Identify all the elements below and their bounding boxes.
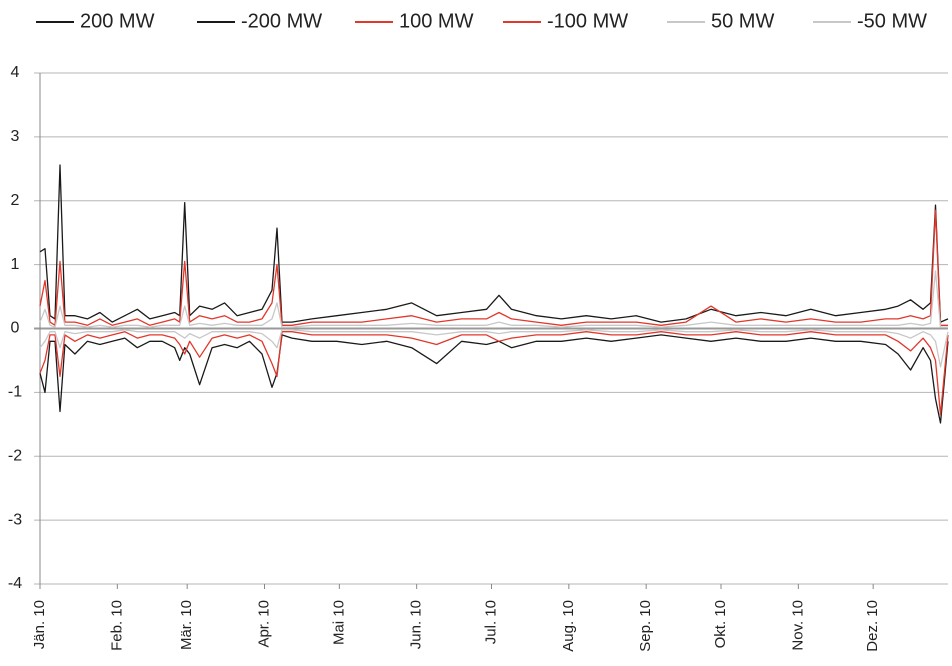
x-tick-label: Feb. 10 bbox=[108, 600, 125, 651]
x-tick-label: Apr. 10 bbox=[255, 600, 272, 648]
y-tick-label: -1 bbox=[8, 384, 22, 401]
legend: 200 MW -200 MW 100 MW -100 MW 50 MW -50 MW bbox=[36, 10, 927, 32]
series-line bbox=[39, 209, 948, 326]
series-line bbox=[39, 329, 949, 368]
series-line bbox=[39, 164, 949, 323]
y-tick-label: -3 bbox=[8, 511, 22, 528]
x-tick-label: Okt. 10 bbox=[712, 600, 729, 648]
y-tick-label: 4 bbox=[11, 64, 20, 81]
y-tick-label: -4 bbox=[8, 575, 22, 592]
y-tick-label: -2 bbox=[8, 447, 22, 464]
x-tick-label: Nov. 10 bbox=[789, 600, 806, 651]
legend-label: -200 MW bbox=[241, 10, 322, 32]
y-tick-label: 1 bbox=[11, 256, 20, 273]
legend-label: 50 MW bbox=[711, 10, 774, 32]
x-tick-label: Mär. 10 bbox=[178, 600, 195, 650]
legend-label: 200 MW bbox=[80, 10, 155, 32]
x-tick-label: Dez. 10 bbox=[864, 600, 881, 652]
legend-label: -100 MW bbox=[547, 10, 628, 32]
y-tick-label: 2 bbox=[11, 192, 20, 209]
x-tick-label: Jun. 10 bbox=[408, 600, 425, 649]
x-tick-label: Mai 10 bbox=[330, 600, 347, 645]
x-tick-label: Aug. 10 bbox=[560, 600, 577, 652]
series-line bbox=[39, 331, 949, 416]
series-line bbox=[39, 334, 949, 424]
y-tick-label: 0 bbox=[11, 320, 20, 337]
x-tick-label: Jän. 10 bbox=[31, 600, 48, 649]
legend-label: 100 MW bbox=[399, 10, 474, 32]
legend-label: -50 MW bbox=[857, 10, 927, 32]
x-tick-label: Jul. 10 bbox=[482, 600, 499, 644]
x-tick-label: Sep. 10 bbox=[637, 600, 654, 652]
y-tick-label: 3 bbox=[11, 128, 20, 145]
series-line bbox=[39, 270, 948, 328]
